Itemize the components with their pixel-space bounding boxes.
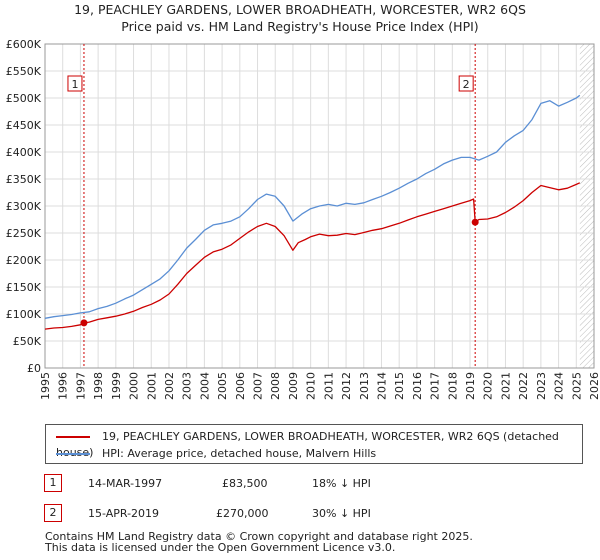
x-tick-label: 1996: [57, 372, 70, 400]
x-tick-label: 2000: [128, 372, 141, 400]
footer: Contains HM Land Registry data © Crown c…: [45, 531, 473, 553]
sale-marker-label: 2: [463, 78, 470, 91]
sale-point: [80, 319, 88, 327]
y-tick-label: £100K: [6, 308, 42, 321]
x-tick-label: 2023: [535, 372, 548, 400]
sale-date: 14-MAR-1997: [88, 477, 163, 490]
x-tick-label: 2014: [375, 372, 388, 400]
x-tick-label: 2026: [588, 372, 600, 400]
sale-marker-box: [458, 75, 474, 92]
y-tick-label: £500K: [6, 92, 42, 105]
x-tick-label: 2002: [163, 372, 176, 400]
x-tick-label: 2005: [216, 372, 229, 400]
x-tick-label: 2020: [482, 372, 495, 400]
x-tick-label: 2004: [198, 372, 211, 400]
x-tick-label: 1998: [92, 372, 105, 400]
price-chart: £0 £50K £100K £150K £200K £250K £300K £350K £400…: [6, 38, 600, 400]
legend-hpi-label: HPI: Average price, detached house, Malv…: [102, 447, 377, 460]
x-tick-label: 2010: [305, 372, 318, 400]
x-tick-label: 2018: [446, 372, 459, 400]
x-tick-label: 2019: [464, 372, 477, 400]
sale-marker-label: 1: [71, 78, 78, 91]
sale-point: [471, 218, 479, 226]
x-tick-label: 2017: [429, 372, 442, 400]
x-tick-label: 2015: [393, 372, 406, 400]
sale-marker-box: [67, 75, 83, 92]
y-tick-label: £400K: [6, 146, 42, 159]
x-tick-label: 2006: [234, 372, 247, 400]
x-tick-label: 2011: [322, 372, 335, 400]
footer-licence: This data is licensed under the Open Gov…: [45, 541, 396, 554]
legend-item-hpi: HPI: Average price, detached house, Malv…: [56, 446, 376, 462]
legend-item-property: 19, PEACHLEY GARDENS, LOWER BROADHEATH, …: [56, 429, 582, 459]
y-tick-label: £50K: [13, 335, 42, 348]
x-tick-label: 1999: [110, 372, 123, 400]
sale-hpi-diff: 30% ↓ HPI: [312, 507, 371, 520]
x-tick-label: 1995: [39, 372, 52, 400]
y-tick-label: £300K: [6, 200, 42, 213]
x-tick-label: 2025: [570, 372, 583, 400]
y-tick-label: £200K: [6, 254, 42, 267]
property-line-swatch: [56, 436, 90, 438]
y-tick-label: £450K: [6, 119, 42, 132]
sale-price: £270,000: [216, 507, 269, 520]
x-tick-label: 2012: [340, 372, 353, 400]
x-tick-label: 2007: [252, 372, 265, 400]
x-tick-label: 2024: [553, 372, 566, 400]
sale-hpi-diff: 18% ↓ HPI: [312, 477, 371, 490]
title-line-1: 19, PEACHLEY GARDENS, LOWER BROADHEATH, …: [74, 2, 526, 17]
x-tick-label: 2001: [145, 372, 158, 400]
y-tick-label: £150K: [6, 281, 42, 294]
y-tick-label: £250K: [6, 227, 42, 240]
x-tick-label: 2021: [499, 372, 512, 400]
chart-title: 19, PEACHLEY GARDENS, LOWER BROADHEATH, …: [0, 1, 600, 35]
x-tick-label: 2022: [517, 372, 530, 400]
x-tick-label: 2008: [269, 372, 282, 400]
legend-property-label: 19, PEACHLEY GARDENS, LOWER BROADHEATH, …: [56, 430, 559, 459]
x-tick-label: 2016: [411, 372, 424, 400]
title-line-2: Price paid vs. HM Land Registry's House …: [121, 19, 479, 34]
x-tick-label: 1997: [74, 372, 87, 400]
y-tick-label: £600K: [6, 38, 42, 51]
y-tick-label: £550K: [6, 65, 42, 78]
x-tick-label: 2003: [181, 372, 194, 400]
plot-border: [44, 43, 595, 369]
sale-price: £83,500: [222, 477, 268, 490]
x-tick-label: 2009: [287, 372, 300, 400]
y-tick-label: £0: [27, 362, 41, 375]
footer-copyright: Contains HM Land Registry data © Crown c…: [45, 530, 473, 543]
sale-number-badge: 1: [44, 474, 62, 492]
legend: 19, PEACHLEY GARDENS, LOWER BROADHEATH, …: [45, 424, 583, 464]
sale-date: 15-APR-2019: [88, 507, 160, 520]
property-price-line: [44, 182, 581, 330]
hpi-line: [44, 94, 581, 319]
y-tick-label: £350K: [6, 173, 42, 186]
hpi-line-swatch: [56, 453, 90, 455]
sale-number-badge: 2: [44, 504, 62, 522]
x-tick-label: 2013: [358, 372, 371, 400]
